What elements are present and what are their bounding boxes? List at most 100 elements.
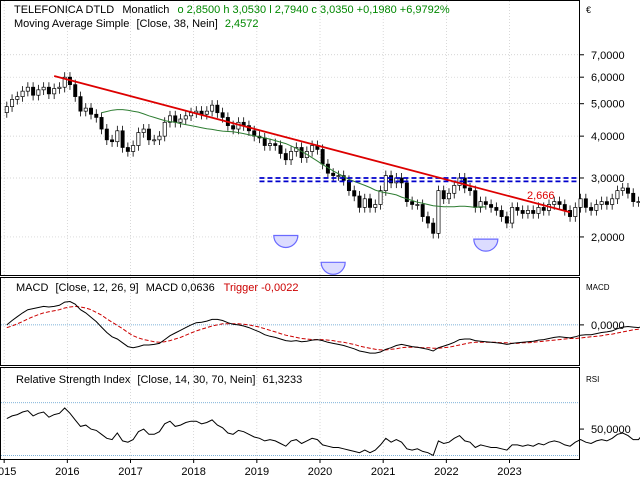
price-plot-layer: 2,666 xyxy=(4,72,640,275)
candle-body xyxy=(10,99,15,107)
candle-body xyxy=(520,210,525,214)
candle-body xyxy=(531,210,536,214)
instrument-header: TELEFONICA DTLD Monatlich o 2,8500 h 3,0… xyxy=(14,4,450,30)
bottom-marker xyxy=(473,238,499,252)
svg-text:Moving Average Simple [C: Moving Average Simple [Close, 38, Nein] … xyxy=(14,18,258,30)
price-y-tick-label: 3,0000 xyxy=(591,173,625,185)
macd-panel xyxy=(0,277,580,366)
candle-body xyxy=(146,128,151,141)
candle-body xyxy=(104,128,109,141)
candle-body xyxy=(378,190,383,205)
rsi-plot-layer xyxy=(1,402,640,457)
candle-body xyxy=(604,201,609,205)
candle-body xyxy=(125,147,130,152)
macd-value: MACD 0,0636 xyxy=(146,282,215,294)
candle-body xyxy=(468,187,473,191)
candle-body xyxy=(599,201,604,205)
candle-body xyxy=(57,86,62,89)
rsi-line xyxy=(6,407,640,457)
candle-body xyxy=(594,204,599,211)
candle-body xyxy=(573,207,578,217)
macd-params: [Close, 12, 26, 9] xyxy=(55,282,138,294)
macd-header: MACD [Close, 12, 26, 9] MACD 0,0636 Trig… xyxy=(16,282,298,294)
rsi-value: 61,3233 xyxy=(263,374,303,386)
rsi-y-tick-label: 50,0000 xyxy=(591,424,631,436)
candle-body xyxy=(494,207,499,211)
candle-body xyxy=(141,128,146,133)
candle-body xyxy=(473,190,478,208)
x-tick-label: 2021 xyxy=(371,466,395,478)
candle-body xyxy=(431,222,436,234)
candle-body xyxy=(183,115,188,120)
candle-body xyxy=(162,121,167,137)
x-tick-label: 2016 xyxy=(55,466,79,478)
downtrend-line xyxy=(53,75,571,214)
candle-body xyxy=(352,190,357,197)
candle-body xyxy=(557,201,562,205)
candle-body xyxy=(399,177,404,184)
price-y-tick-label: 4,0000 xyxy=(591,131,625,143)
rsi-axis-label: RSI xyxy=(586,375,599,384)
candle-body xyxy=(446,192,451,200)
candle-body xyxy=(89,107,93,115)
candle-body xyxy=(283,153,288,161)
candle-body xyxy=(462,177,467,189)
candle-body xyxy=(20,90,25,97)
candle-body xyxy=(536,207,541,214)
candle-body xyxy=(36,89,41,96)
macd-y-tick-label: 0,0000 xyxy=(591,320,625,332)
candle-body xyxy=(362,198,367,208)
candle-body xyxy=(41,86,46,91)
candle-body xyxy=(268,143,272,146)
candle-body xyxy=(631,192,636,202)
bottom-marker xyxy=(273,234,299,249)
candle-body xyxy=(273,143,278,146)
candle-body xyxy=(525,210,530,214)
candle-body xyxy=(504,216,509,224)
candle-body xyxy=(357,195,362,208)
candle-body xyxy=(83,107,88,112)
sma-label: Moving Average Simple xyxy=(14,18,129,30)
candle-body xyxy=(220,112,225,118)
price-y-tick-label: 7,0000 xyxy=(591,50,625,62)
candle-body xyxy=(204,110,209,115)
price-panel xyxy=(0,0,580,276)
candle-body xyxy=(441,190,446,200)
candle-body xyxy=(483,201,488,205)
candle-body xyxy=(552,201,557,205)
candle-body xyxy=(231,125,236,130)
candle-body xyxy=(173,115,178,123)
candle-body xyxy=(562,204,567,211)
candle-body xyxy=(310,145,315,152)
candle-body xyxy=(368,198,372,208)
sma-value: 2,4572 xyxy=(225,18,259,30)
candle-body xyxy=(420,204,425,217)
macd-plot-layer xyxy=(1,300,640,354)
x-tick-label: 2023 xyxy=(497,466,521,478)
candle-body xyxy=(499,210,504,217)
candle-body xyxy=(425,216,430,224)
candle-body xyxy=(215,104,220,114)
candle-body xyxy=(415,204,420,206)
candle-body xyxy=(178,118,183,123)
rsi-panel xyxy=(0,367,580,460)
price-y-tick-label: 5,0000 xyxy=(591,99,625,111)
candle-body xyxy=(120,130,125,148)
candle-body xyxy=(210,104,215,112)
candle-body xyxy=(115,130,120,143)
candle-body xyxy=(373,204,378,208)
candle-body xyxy=(620,187,625,191)
rsi-params: [Close, 14, 30, 70, Nein] xyxy=(137,374,255,386)
candle-body xyxy=(452,185,457,194)
candle-body xyxy=(320,149,325,165)
rsi-label: Relative Strength Index xyxy=(16,374,131,386)
candle-body xyxy=(589,207,594,211)
x-tick-label: 2019 xyxy=(245,466,269,478)
candle-body xyxy=(152,139,157,142)
sma-params: [Close, 38, Nein] xyxy=(136,18,217,30)
candle-body xyxy=(489,204,494,208)
candle-body xyxy=(62,76,67,88)
candle-body xyxy=(110,139,115,143)
candle-body xyxy=(404,182,409,202)
candle-body xyxy=(625,187,630,194)
